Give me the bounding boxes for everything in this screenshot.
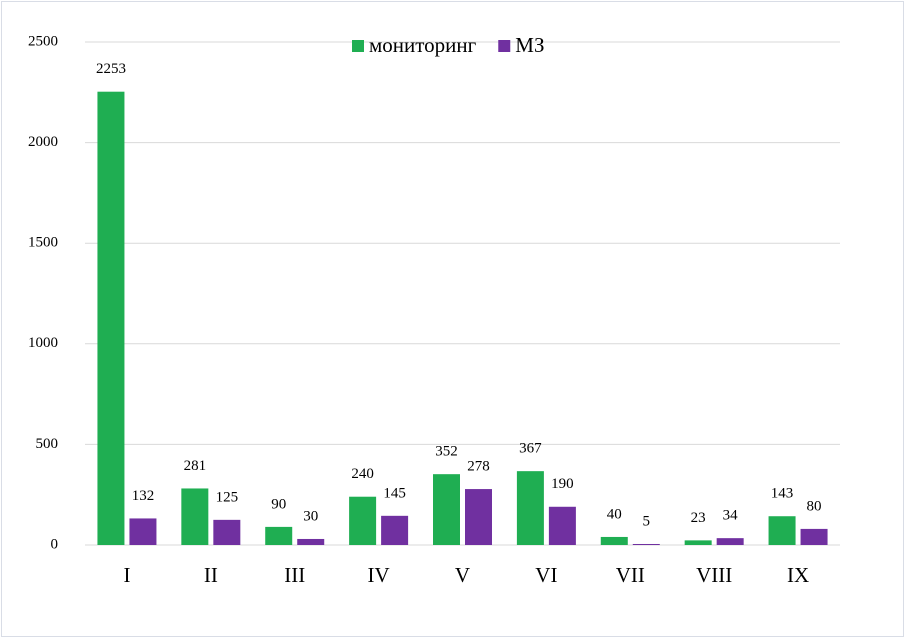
value-label: 278 bbox=[467, 459, 490, 475]
bar bbox=[684, 540, 712, 545]
value-label: 143 bbox=[771, 486, 794, 502]
value-label: 367 bbox=[519, 441, 542, 457]
value-label: 90 bbox=[271, 496, 286, 512]
value-label: 132 bbox=[132, 488, 155, 504]
x-tick-label: VIII bbox=[696, 563, 732, 587]
value-label: 145 bbox=[383, 485, 406, 501]
value-label: 352 bbox=[435, 444, 458, 460]
x-tick-label: V bbox=[455, 563, 470, 587]
x-tick-label: III bbox=[284, 563, 305, 587]
value-label: 40 bbox=[607, 506, 622, 522]
y-tick-label: 2000 bbox=[28, 134, 58, 150]
value-label: 2253 bbox=[96, 61, 126, 77]
legend-label: МЗ bbox=[515, 33, 544, 57]
bar bbox=[181, 488, 209, 545]
x-tick-label: I bbox=[123, 563, 130, 587]
value-label: 23 bbox=[691, 510, 706, 526]
bar bbox=[632, 543, 660, 545]
bar bbox=[213, 519, 241, 545]
bar bbox=[129, 518, 157, 545]
value-label: 240 bbox=[351, 466, 374, 482]
bar bbox=[465, 489, 492, 545]
bar bbox=[433, 474, 460, 545]
legend-label: мониторинг bbox=[369, 33, 477, 57]
bar bbox=[297, 538, 325, 545]
value-label: 34 bbox=[723, 508, 739, 524]
x-tick-label: IX bbox=[787, 563, 809, 587]
value-label: 30 bbox=[303, 508, 318, 524]
bar bbox=[97, 91, 125, 545]
value-label: 190 bbox=[551, 476, 574, 492]
value-label: 5 bbox=[643, 513, 651, 529]
bar bbox=[349, 496, 377, 545]
y-tick-label: 500 bbox=[36, 436, 59, 452]
value-label: 80 bbox=[807, 498, 822, 514]
bar bbox=[768, 516, 796, 545]
y-tick-label: 1500 bbox=[28, 235, 58, 251]
bar bbox=[516, 471, 544, 545]
value-label: 125 bbox=[216, 489, 239, 505]
x-tick-label: IV bbox=[368, 563, 390, 587]
x-tick-label: VII bbox=[616, 563, 645, 587]
bar bbox=[800, 528, 828, 545]
bar bbox=[548, 506, 576, 545]
x-tick-label: VI bbox=[535, 563, 557, 587]
bar bbox=[265, 526, 293, 545]
legend-swatch bbox=[498, 40, 511, 52]
x-tick-label: II bbox=[204, 563, 218, 587]
legend-swatch bbox=[352, 40, 364, 52]
y-tick-label: 0 bbox=[51, 536, 59, 552]
bar bbox=[716, 538, 744, 545]
bar bbox=[600, 536, 628, 545]
y-tick-label: 2500 bbox=[28, 33, 58, 49]
y-tick-label: 1000 bbox=[28, 335, 58, 351]
value-label: 281 bbox=[184, 458, 207, 474]
bar bbox=[381, 515, 409, 545]
